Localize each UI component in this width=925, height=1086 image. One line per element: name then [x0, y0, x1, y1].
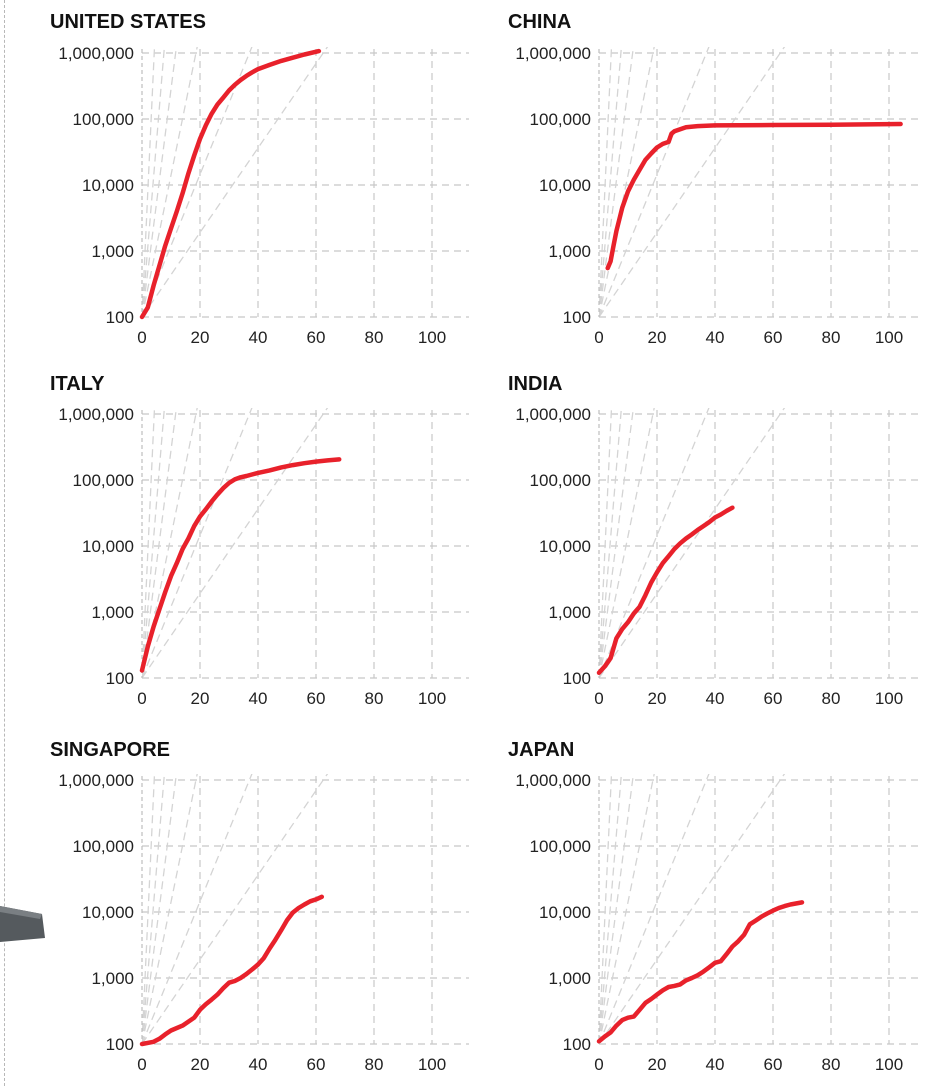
- x-tick-label: 40: [249, 328, 268, 347]
- reference-line-4: [142, 774, 253, 1044]
- chart-title: SINGAPORE: [50, 739, 170, 761]
- series-line-0: [139, 894, 325, 1047]
- y-tick-label: 1,000,000: [58, 405, 134, 424]
- reference-line-5: [599, 408, 786, 678]
- series-line-0: [596, 900, 805, 1044]
- x-tick-label: 40: [706, 328, 725, 347]
- reference-line-4: [599, 408, 710, 678]
- y-tick-label: 100: [106, 669, 134, 688]
- chart-panel-5: 100 1,000 10,000 100,000 1,000,000 0 20 40 60 80 1…: [508, 739, 921, 1074]
- y-tick-label: 1,000: [91, 969, 134, 988]
- reference-line-5: [142, 774, 329, 1044]
- y-tick-label: 100: [106, 308, 134, 327]
- y-tick-label: 100,000: [530, 837, 591, 856]
- y-tick-label: 10,000: [82, 176, 134, 195]
- x-tick-label: 80: [365, 328, 384, 347]
- series-line-0: [139, 48, 322, 320]
- y-tick-label: 100,000: [73, 110, 134, 129]
- y-tick-label: 10,000: [539, 176, 591, 195]
- x-tick-label: 0: [594, 1055, 603, 1074]
- reference-line-5: [599, 774, 786, 1044]
- y-tick-label: 10,000: [82, 537, 134, 556]
- y-tick-label: 1,000: [548, 242, 591, 261]
- reference-line-4: [142, 47, 253, 317]
- chart-title: JAPAN: [508, 739, 574, 761]
- reference-line-5: [142, 47, 329, 317]
- y-tick-label: 1,000: [91, 242, 134, 261]
- y-tick-label: 1,000,000: [58, 771, 134, 790]
- x-tick-label: 20: [191, 689, 210, 708]
- x-tick-label: 80: [365, 1055, 384, 1074]
- chart-panel-0: 100 1,000 10,000 100,000 1,000,000 0 20 40 60 80 1…: [50, 11, 469, 347]
- x-tick-label: 0: [137, 1055, 146, 1074]
- x-tick-label: 0: [594, 689, 603, 708]
- y-tick-label: 1,000,000: [58, 44, 134, 63]
- chart-title: INDIA: [508, 373, 562, 395]
- y-tick-label: 10,000: [539, 537, 591, 556]
- x-tick-label: 100: [418, 689, 446, 708]
- y-tick-label: 1,000,000: [515, 44, 591, 63]
- x-tick-label: 100: [875, 689, 903, 708]
- y-tick-label: 10,000: [82, 903, 134, 922]
- x-tick-label: 20: [191, 1055, 210, 1074]
- cropped-side-object: [0, 906, 45, 942]
- x-tick-label: 20: [648, 1055, 667, 1074]
- x-tick-label: 0: [137, 328, 146, 347]
- chart-panel-1: 100 1,000 10,000 100,000 1,000,000 0 20 40 60 80 1…: [508, 11, 921, 347]
- y-tick-label: 1,000: [548, 603, 591, 622]
- x-tick-label: 40: [249, 1055, 268, 1074]
- chart-title: ITALY: [50, 373, 105, 395]
- x-tick-label: 0: [594, 328, 603, 347]
- y-tick-label: 10,000: [539, 903, 591, 922]
- x-tick-label: 40: [706, 1055, 725, 1074]
- x-tick-label: 20: [648, 689, 667, 708]
- y-tick-label: 100: [106, 1035, 134, 1054]
- y-tick-label: 100,000: [530, 471, 591, 490]
- page-left-rule: [4, 0, 5, 1086]
- x-tick-label: 100: [875, 328, 903, 347]
- reference-line-4: [599, 774, 710, 1044]
- chart-panel-4: 100 1,000 10,000 100,000 1,000,000 0 20 40 60 80 1…: [50, 739, 469, 1074]
- series-line-0: [139, 457, 342, 673]
- y-tick-label: 100,000: [73, 837, 134, 856]
- series-line-0: [605, 121, 903, 271]
- x-tick-label: 60: [307, 689, 326, 708]
- x-tick-label: 40: [249, 689, 268, 708]
- y-tick-label: 100: [563, 1035, 591, 1054]
- x-tick-label: 20: [648, 328, 667, 347]
- reference-line-5: [142, 408, 329, 678]
- y-tick-label: 100: [563, 308, 591, 327]
- y-tick-label: 100,000: [530, 110, 591, 129]
- x-tick-label: 60: [764, 1055, 783, 1074]
- x-tick-label: 60: [764, 689, 783, 708]
- x-tick-label: 60: [307, 328, 326, 347]
- reference-line-4: [599, 47, 710, 317]
- y-tick-label: 100,000: [73, 471, 134, 490]
- x-tick-label: 100: [875, 1055, 903, 1074]
- x-tick-label: 80: [822, 689, 841, 708]
- x-tick-label: 20: [191, 328, 210, 347]
- y-tick-label: 1,000: [548, 969, 591, 988]
- series-line-0: [596, 505, 735, 676]
- x-tick-label: 80: [365, 689, 384, 708]
- y-tick-label: 100: [563, 669, 591, 688]
- reference-line-5: [599, 47, 786, 317]
- chart-panel-2: 100 1,000 10,000 100,000 1,000,000 0 20 40 60 80 1…: [50, 373, 469, 708]
- y-tick-label: 1,000: [91, 603, 134, 622]
- y-tick-label: 1,000,000: [515, 405, 591, 424]
- x-tick-label: 100: [418, 328, 446, 347]
- x-tick-label: 40: [706, 689, 725, 708]
- chart-panel-3: 100 1,000 10,000 100,000 1,000,000 0 20 40 60 80 1…: [508, 373, 921, 708]
- chart-title: UNITED STATES: [50, 11, 206, 33]
- y-tick-label: 1,000,000: [515, 771, 591, 790]
- x-tick-label: 80: [822, 1055, 841, 1074]
- x-tick-label: 60: [307, 1055, 326, 1074]
- x-tick-label: 100: [418, 1055, 446, 1074]
- x-tick-label: 80: [822, 328, 841, 347]
- reference-line-4: [142, 408, 253, 678]
- x-tick-label: 0: [137, 689, 146, 708]
- x-tick-label: 60: [764, 328, 783, 347]
- chart-title: CHINA: [508, 11, 571, 33]
